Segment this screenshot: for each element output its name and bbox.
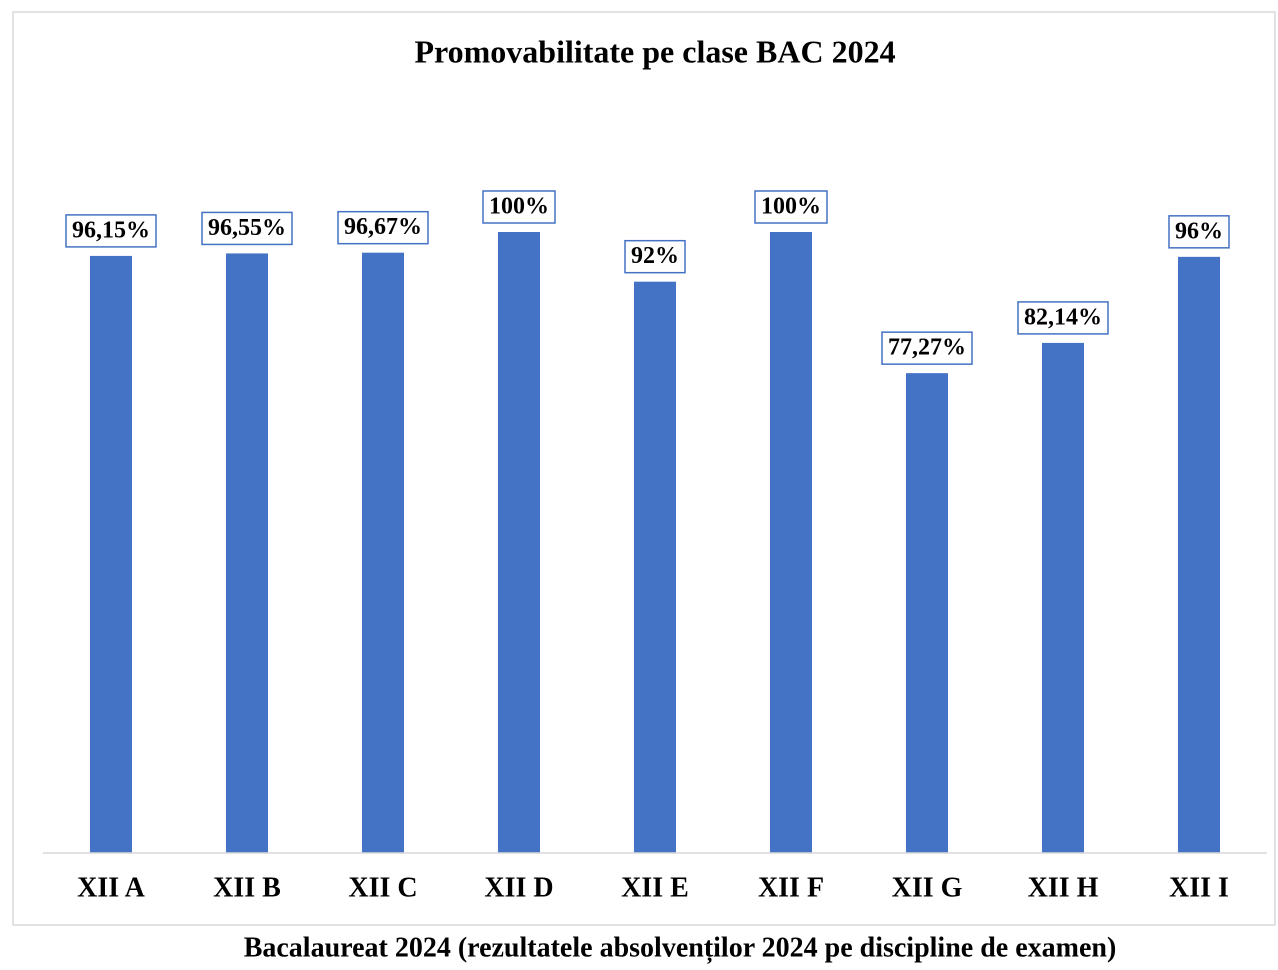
x-tick-label: XII B [213,872,281,903]
x-tick-label: XII G [892,872,963,903]
data-label-box [201,211,293,246]
x-tick-label: XII F [758,872,824,903]
x-tick-label: XII I [1169,872,1229,903]
data-label-box [337,210,429,245]
bar [362,252,404,853]
data-label-box [881,331,973,365]
bar [770,232,812,853]
bar [90,255,132,853]
data-label: 96,15% [72,217,150,243]
bar [226,253,268,853]
caption: Bacalaureat 2024 (rezultatele absolvenți… [244,932,1117,963]
x-tick-label: XII D [484,872,553,903]
data-label-box [1017,301,1109,335]
data-label-box [65,214,157,248]
data-label: 100% [761,194,821,220]
data-label: 82,14% [1024,304,1102,330]
x-tick-label: XII A [77,872,145,903]
data-label: 92% [631,243,679,269]
x-tick-label: XII E [621,872,689,903]
bar [1178,256,1220,854]
data-label-box [482,190,556,224]
chart-title: Promovabilitate pe clase BAC 2024 [414,33,895,69]
data-label-box [1168,215,1230,249]
bar [1042,342,1084,853]
data-label: 96,67% [344,214,422,240]
data-label-box [624,239,686,274]
bar [906,373,948,853]
bar [634,281,676,853]
bar [498,232,540,853]
data-label: 96,55% [208,215,286,241]
x-tick-label: XII H [1028,872,1099,903]
data-label: 100% [489,194,549,220]
x-tick-label: XII C [348,872,417,903]
data-label-box [754,190,828,224]
data-label: 77,27% [888,335,966,361]
data-label: 96% [1175,218,1223,244]
